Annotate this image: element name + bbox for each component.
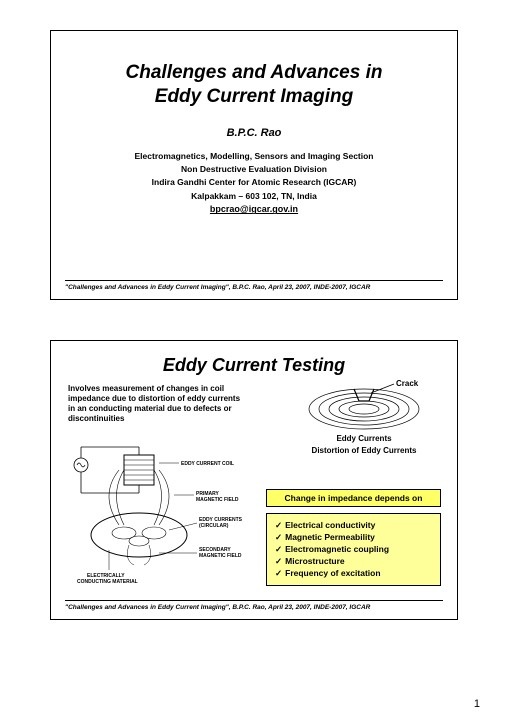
email-link[interactable]: bpcrao@igcar.gov.in — [71, 204, 437, 214]
slide-1: Challenges and Advances in Eddy Current … — [50, 30, 458, 300]
coil-diagram: EDDY CURRENT COIL PRIMARYMAGNETIC FIELD … — [69, 435, 244, 585]
crack-label: Crack — [396, 379, 419, 388]
slide1-footer: "Challenges and Advances in Eddy Current… — [65, 280, 443, 291]
affil-2: Non Destructive Evaluation Division — [71, 164, 437, 175]
list-item: Electrical conductivity — [275, 520, 432, 532]
eddy-current-graphic: Crack Eddy Currents Distortion of Eddy C… — [299, 379, 429, 455]
title-line1: Challenges and Advances in — [126, 62, 383, 83]
list-item: Microstructure — [275, 556, 432, 568]
eddy-currents-label: EDDY CURRENTS(CIRCULAR) — [199, 517, 243, 529]
affil-3: Indira Gandhi Center for Atomic Research… — [71, 177, 437, 188]
secondary-field-label: SECONDARYMAGNETIC FIELD — [199, 547, 242, 559]
page-number: 1 — [474, 698, 480, 710]
slide2-title: Eddy Current Testing — [65, 355, 443, 376]
depends-list: Electrical conductivity Magnetic Permeab… — [266, 513, 441, 586]
affil-4: Kalpakkam – 603 102, TN, India — [71, 191, 437, 202]
list-item: Electromagnetic coupling — [275, 544, 432, 556]
depends-header: Change in impedance depends on — [266, 489, 441, 507]
list-item: Magnetic Permeability — [275, 532, 432, 544]
slide1-title: Challenges and Advances in Eddy Current … — [71, 61, 437, 109]
slide-2: Eddy Current Testing Involves measuremen… — [50, 340, 458, 620]
description-box: Involves measurement of changes in coil … — [65, 381, 250, 427]
affil-1: Electromagnetics, Modelling, Sensors and… — [71, 151, 437, 162]
list-item: Frequency of excitation — [275, 568, 432, 580]
ec-label: Eddy Currents — [299, 434, 429, 443]
title-line2: Eddy Current Imaging — [155, 86, 353, 107]
ec-caption: Distortion of Eddy Currents — [299, 446, 429, 455]
author: B.P.C. Rao — [71, 127, 437, 139]
coil-label: EDDY CURRENT COIL — [181, 461, 234, 467]
coil-svg-icon: EDDY CURRENT COIL PRIMARYMAGNETIC FIELD … — [69, 435, 244, 585]
ec-ellipses-icon: Crack — [299, 379, 429, 434]
primary-field-label: PRIMARYMAGNETIC FIELD — [196, 491, 239, 503]
slide2-footer: "Challenges and Advances in Eddy Current… — [65, 600, 443, 611]
material-label: ELECTRICALLYCONDUCTING MATERIAL — [77, 573, 138, 585]
